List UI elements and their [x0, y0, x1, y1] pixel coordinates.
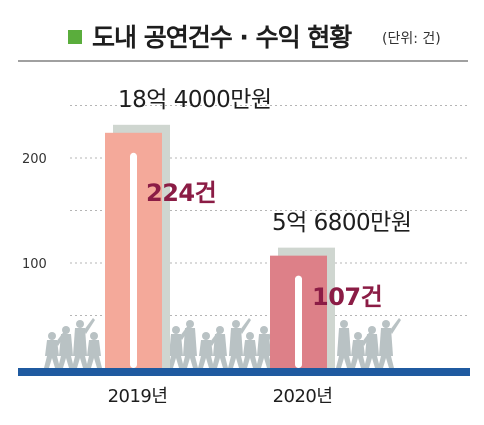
silhouette-figure: [182, 320, 198, 368]
revenue-label: 5억 6800만원: [272, 210, 411, 236]
silhouette-figure: [336, 320, 352, 368]
performer-silhouettes: [44, 318, 401, 368]
silhouette-figure: [242, 332, 258, 368]
chart-labels: 100 200 18억 4000만원 224건 2019년 5억 6800만원 107건 20…: [22, 87, 412, 407]
silhouette-figure: [364, 326, 380, 368]
silhouette-figure: [86, 332, 102, 368]
bar-highlight: [295, 275, 302, 368]
baseline-band: [18, 368, 470, 376]
value-label: 107건: [312, 283, 382, 311]
title-divider: [18, 60, 468, 62]
x-category-label: 2020년: [273, 386, 333, 407]
y-tick-label: 200: [22, 152, 47, 167]
bar-highlight: [130, 152, 137, 368]
silhouette-figure: [72, 318, 95, 368]
x-category-label: 2019년: [108, 386, 168, 407]
silhouette-figure: [378, 318, 401, 368]
silhouette-figure: [212, 326, 228, 368]
title-marker-square: [68, 30, 82, 44]
y-tick-label: 100: [22, 257, 47, 272]
chart-title: 도내 공연건수 · 수익 현황: [92, 23, 352, 52]
revenue-label: 18억 4000만원: [118, 87, 272, 113]
silhouette-figure: [58, 326, 74, 368]
chart-header: 도내 공연건수 · 수익 현황 (단위: 건): [0, 0, 484, 62]
bars: [18, 124, 470, 376]
unit-label: (단위: 건): [382, 31, 441, 47]
value-label: 224건: [146, 179, 216, 207]
silhouette-figure: [228, 318, 251, 368]
